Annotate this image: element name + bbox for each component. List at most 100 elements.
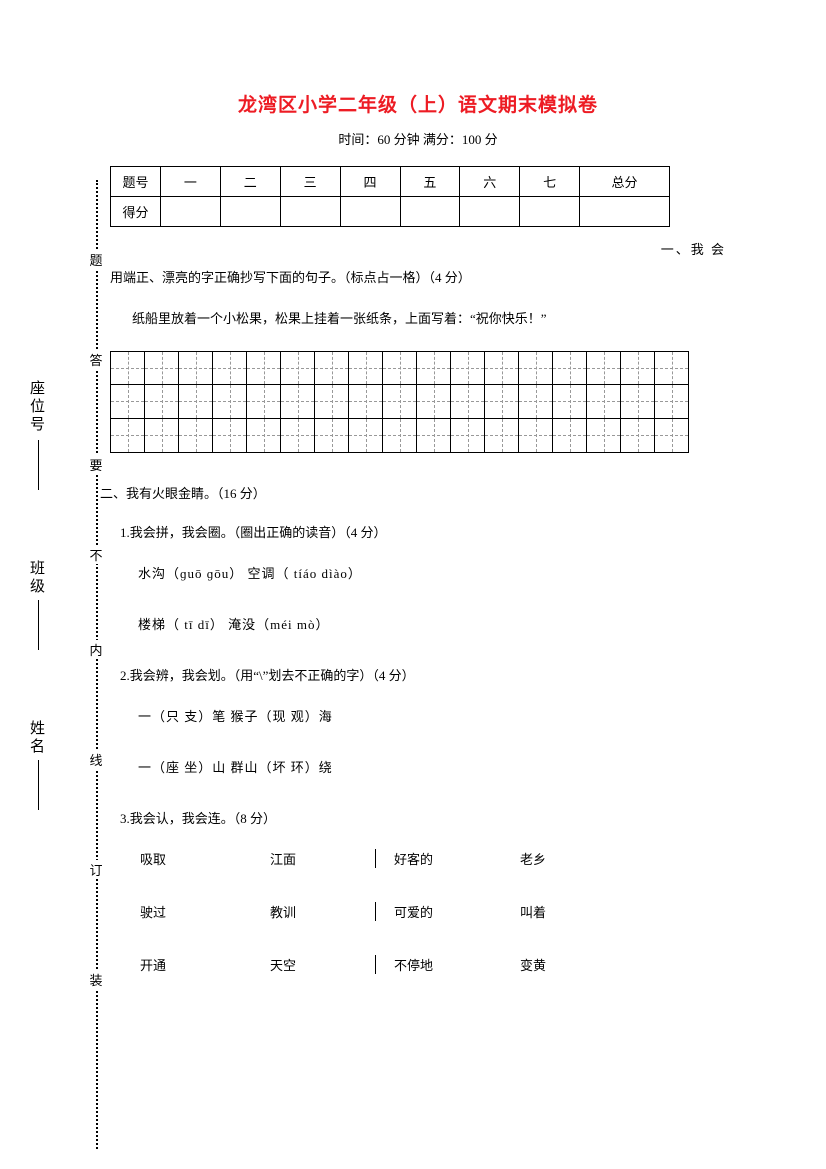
writing-cell[interactable] [246,351,281,385]
exam-title: 龙湾区小学二年级（上）语文期末模拟卷 [110,90,726,117]
writing-cell[interactable] [178,385,213,419]
writing-cell[interactable] [110,385,145,419]
score-header-4: 四 [340,167,400,197]
writing-cell[interactable] [518,385,553,419]
match-cell: 天空 [270,955,375,974]
score-header-0: 题号 [111,167,161,197]
writing-cell[interactable] [246,419,281,453]
match-cell: 吸取 [140,849,270,868]
writing-cell[interactable] [144,351,179,385]
writing-cell[interactable] [212,385,247,419]
writing-cell[interactable] [620,419,655,453]
writing-cell[interactable] [246,385,281,419]
writing-cell[interactable] [178,351,213,385]
page-content: 龙湾区小学二年级（上）语文期末模拟卷 时间：60 分钟 满分：100 分 题号 … [0,0,826,1048]
writing-cell[interactable] [110,419,145,453]
writing-cell[interactable] [144,385,179,419]
writing-cell[interactable] [382,351,417,385]
sub1-line1: 水沟（ɡuō ɡōu） 空调（ tíáo dìào） [110,563,726,582]
writing-cell[interactable] [348,419,383,453]
sub2-line2: 一（座 坐）山 群山（坏 环）绕 [110,757,726,776]
writing-cell[interactable] [484,385,519,419]
match-cell: 叫着 [520,902,620,921]
writing-cell[interactable] [178,419,213,453]
writing-cell[interactable] [110,351,145,385]
match-cell: 老乡 [520,849,620,868]
writing-cell[interactable] [314,419,349,453]
writing-cell[interactable] [450,419,485,453]
writing-cell[interactable] [280,419,315,453]
writing-cell[interactable] [382,419,417,453]
writing-cell[interactable] [280,351,315,385]
table-row: 题号 一 二 三 四 五 六 七 总分 [111,167,670,197]
writing-cell[interactable] [280,385,315,419]
match-cell: 江面 [270,849,375,868]
writing-cell[interactable] [552,419,587,453]
writing-cell[interactable] [212,351,247,385]
writing-cell[interactable] [382,385,417,419]
writing-cell[interactable] [518,351,553,385]
writing-cell[interactable] [518,419,553,453]
sub2-line1: 一（只 支）笔 猴子（现 观）海 [110,706,726,725]
match-cell: 变黄 [520,955,620,974]
writing-cell[interactable] [552,385,587,419]
writing-row [110,419,726,453]
writing-cell[interactable] [416,419,451,453]
writing-cell[interactable] [212,419,247,453]
score-cell[interactable] [161,197,221,227]
score-cell[interactable] [520,197,580,227]
section1-label: 一、我 会 [110,239,726,258]
score-cell[interactable] [280,197,340,227]
table-row: 得分 [111,197,670,227]
writing-cell[interactable] [416,351,451,385]
writing-cell[interactable] [586,351,621,385]
score-cell[interactable] [580,197,670,227]
score-cell[interactable] [400,197,460,227]
writing-cell[interactable] [144,419,179,453]
sub1-line2: 楼梯（ tī dī） 淹没（méi mò） [110,614,726,633]
score-header-2: 二 [220,167,280,197]
writing-row [110,351,726,385]
sub3-title: 3.我会认，我会连。（8 分） [110,808,726,827]
writing-cell[interactable] [552,351,587,385]
section1-quote: 纸船里放着一个小松果，松果上挂着一张纸条，上面写着：“祝你快乐！” [110,307,726,330]
writing-cell[interactable] [348,351,383,385]
sub1-title: 1.我会拼，我会圈。（圈出正确的读音）（4 分） [110,522,726,541]
writing-cell[interactable] [450,385,485,419]
match-table: 吸取 江面 好客的 老乡 驶过 教训 可爱的 叫着 开通 天空 不停地 变黄 [140,849,726,974]
match-cell: 驶过 [140,902,270,921]
writing-cell[interactable] [654,385,689,419]
writing-cell[interactable] [484,351,519,385]
writing-cell[interactable] [586,385,621,419]
writing-cell[interactable] [620,385,655,419]
writing-cell[interactable] [348,385,383,419]
score-row-label: 得分 [111,197,161,227]
match-cell: 好客的 [375,849,520,868]
section1-instruction: 用端正、漂亮的字正确抄写下面的句子。（标点占一格）（4 分） [110,266,726,289]
match-row: 吸取 江面 好客的 老乡 [140,849,726,868]
score-cell[interactable] [340,197,400,227]
score-cell[interactable] [460,197,520,227]
writing-cell[interactable] [586,419,621,453]
score-header-7: 七 [520,167,580,197]
score-table: 题号 一 二 三 四 五 六 七 总分 得分 [110,166,670,227]
writing-cell[interactable] [620,351,655,385]
writing-cell[interactable] [314,385,349,419]
score-header-6: 六 [460,167,520,197]
match-row: 驶过 教训 可爱的 叫着 [140,902,726,921]
writing-cell[interactable] [484,419,519,453]
sub2-title: 2.我会辨，我会划。（用“\”划去不正确的字）（4 分） [110,665,726,684]
match-cell: 不停地 [375,955,520,974]
match-cell: 开通 [140,955,270,974]
writing-row [110,385,726,419]
writing-cell[interactable] [450,351,485,385]
score-cell[interactable] [220,197,280,227]
writing-cell[interactable] [654,351,689,385]
writing-cell[interactable] [416,385,451,419]
section2-heading: 二、我有火眼金睛。（16 分） [100,483,726,502]
writing-cell[interactable] [314,351,349,385]
writing-cell[interactable] [654,419,689,453]
writing-grid [110,351,726,453]
exam-subtitle: 时间：60 分钟 满分：100 分 [110,129,726,148]
match-row: 开通 天空 不停地 变黄 [140,955,726,974]
